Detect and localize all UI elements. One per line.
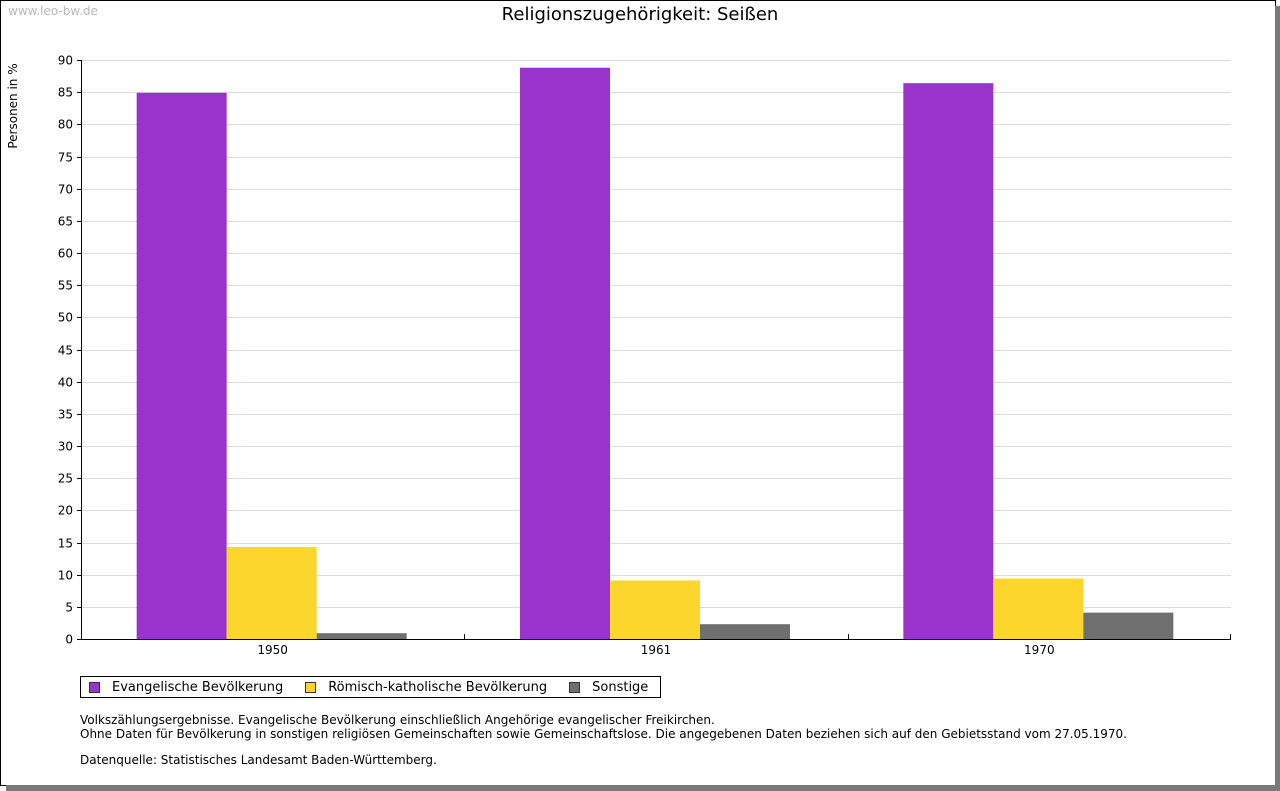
- legend: Evangelische Bevölkerung Römisch-katholi…: [80, 676, 662, 698]
- y-tick-label-55: 55: [58, 279, 73, 293]
- frame-shadow-right: [1275, 6, 1280, 791]
- y-tick-label-10: 10: [58, 569, 73, 583]
- y-tick-label-85: 85: [58, 86, 73, 100]
- bar-1950-series-2: [316, 633, 407, 639]
- legend-label-katholisch: Römisch-katholische Bevölkerung: [328, 679, 548, 695]
- y-tick-label-65: 65: [58, 215, 73, 229]
- bar-1950-series-0: [136, 92, 227, 639]
- bar-1950-series-1: [226, 547, 317, 639]
- legend-label-sonstige: Sonstige: [592, 679, 649, 695]
- bar-1961-series-1: [610, 580, 700, 639]
- y-tick-label-80: 80: [58, 118, 73, 132]
- legend-label-evangelisch: Evangelische Bevölkerung: [112, 679, 284, 695]
- bar-1961-series-2: [700, 624, 790, 639]
- frame-shadow-bottom: [6, 785, 1280, 791]
- bar-1970-series-0: [903, 83, 994, 639]
- legend-item-evangelisch: Evangelische Bevölkerung: [89, 680, 283, 695]
- bar-chart: 0 5 10 15 20 25 30 35 40 45 50 55 60 65 70 75 80 85 90 1950…: [58, 54, 1231, 657]
- legend-swatch-sonstige: [569, 681, 581, 693]
- legend-swatch-katholisch: [305, 681, 317, 693]
- y-tick-label-35: 35: [58, 408, 73, 422]
- y-tick-label-75: 75: [58, 151, 73, 165]
- y-tick-label-25: 25: [58, 472, 73, 486]
- legend-item-katholisch: Römisch-katholische Bevölkerung: [305, 680, 547, 695]
- y-tick-label-70: 70: [58, 183, 73, 197]
- bar-1961-series-0: [520, 67, 610, 640]
- legend-swatch-evangelisch: [89, 681, 100, 693]
- x-tick-label-1970: 1970: [1024, 643, 1055, 657]
- y-tick-label-45: 45: [58, 344, 73, 358]
- y-tick-label-40: 40: [58, 376, 73, 390]
- footnote-line-2: Ohne Daten für Bevölkerung in sonstigen …: [80, 727, 1127, 741]
- y-tick-label-20: 20: [58, 504, 73, 518]
- footnotes: Volkszählungsergebnisse. Evangelische Be…: [80, 713, 1127, 741]
- legend-item-sonstige: Sonstige: [569, 680, 648, 695]
- y-tick-label-60: 60: [58, 247, 73, 261]
- watermark: www.leo-bw.de: [8, 4, 98, 18]
- chart-title: Religionszugehörigkeit: Seißen: [501, 4, 779, 25]
- y-tick-label-30: 30: [58, 440, 73, 454]
- y-tick-label-90: 90: [58, 54, 73, 68]
- x-tick-label-1950: 1950: [257, 643, 288, 657]
- y-tick-label-5: 5: [65, 601, 73, 615]
- footnote-line-1: Volkszählungsergebnisse. Evangelische Be…: [80, 713, 715, 727]
- data-source: Datenquelle: Statistisches Landesamt Bad…: [80, 753, 437, 767]
- x-tick-label-1961: 1961: [641, 643, 672, 657]
- y-tick-label-50: 50: [58, 311, 73, 325]
- bar-1970-series-1: [993, 578, 1084, 639]
- bar-1970-series-2: [1083, 612, 1174, 639]
- y-tick-label-0: 0: [65, 633, 73, 647]
- y-tick-label-15: 15: [58, 537, 73, 551]
